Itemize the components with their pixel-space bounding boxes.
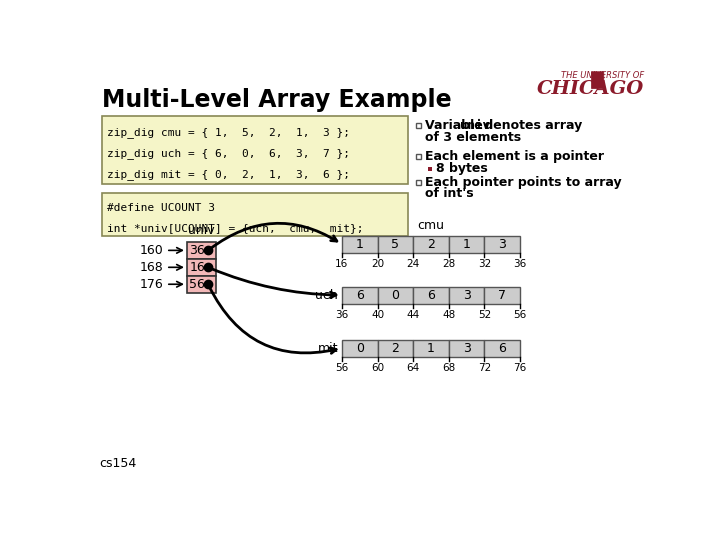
Bar <box>377 287 413 303</box>
Text: zip_dig mit = { 0,  2,  1,  3,  6 };: zip_dig mit = { 0, 2, 1, 3, 6 }; <box>107 168 350 180</box>
Text: zip_dig cmu = { 1,  5,  2,  1,  3 };: zip_dig cmu = { 1, 5, 2, 1, 3 }; <box>107 127 350 138</box>
Bar <box>342 340 377 356</box>
Text: Multi-Level Array Example: Multi-Level Array Example <box>102 88 451 112</box>
Bar <box>449 287 485 303</box>
Bar <box>428 167 432 171</box>
Text: of int's: of int's <box>425 187 474 200</box>
Bar <box>449 340 485 356</box>
Text: cmu: cmu <box>418 219 444 232</box>
Text: mit: mit <box>318 342 338 355</box>
Bar <box>377 236 413 253</box>
Text: 1: 1 <box>427 342 435 355</box>
Text: 20: 20 <box>371 259 384 269</box>
Text: 36: 36 <box>336 309 348 320</box>
Text: Variable: Variable <box>425 119 487 132</box>
FancyBboxPatch shape <box>591 72 604 89</box>
Text: 24: 24 <box>407 259 420 269</box>
FancyBboxPatch shape <box>102 117 408 184</box>
Bar <box>187 276 216 293</box>
Text: 64: 64 <box>407 363 420 373</box>
Text: 56: 56 <box>336 363 348 373</box>
Bar <box>415 123 421 129</box>
Text: 72: 72 <box>478 363 491 373</box>
Text: 7: 7 <box>498 288 506 301</box>
Bar <box>187 259 216 276</box>
Bar <box>415 154 421 159</box>
Bar <box>485 236 520 253</box>
Text: 3: 3 <box>463 288 471 301</box>
Text: 28: 28 <box>442 259 456 269</box>
Bar <box>377 340 413 356</box>
Text: 160: 160 <box>140 244 163 257</box>
Text: 40: 40 <box>371 309 384 320</box>
Text: 36: 36 <box>513 259 527 269</box>
Text: 0: 0 <box>356 342 364 355</box>
Text: 56: 56 <box>513 309 527 320</box>
Text: 6: 6 <box>498 342 506 355</box>
Text: 76: 76 <box>513 363 527 373</box>
Bar <box>342 236 377 253</box>
Text: 16: 16 <box>189 261 205 274</box>
Text: 68: 68 <box>442 363 456 373</box>
Text: 8 bytes: 8 bytes <box>436 162 488 176</box>
Text: of 3 elements: of 3 elements <box>425 131 521 144</box>
Text: 168: 168 <box>140 261 163 274</box>
Text: 2: 2 <box>392 342 400 355</box>
Text: univ: univ <box>189 224 215 237</box>
Text: 0: 0 <box>392 288 400 301</box>
Text: 2: 2 <box>427 238 435 251</box>
Text: cs154: cs154 <box>99 457 137 470</box>
Text: zip_dig uch = { 6,  0,  6,  3,  7 };: zip_dig uch = { 6, 0, 6, 3, 7 }; <box>107 148 350 159</box>
Text: univ: univ <box>459 119 490 132</box>
Text: 52: 52 <box>478 309 491 320</box>
Text: 32: 32 <box>478 259 491 269</box>
Text: THE UNIVERSITY OF: THE UNIVERSITY OF <box>561 71 644 80</box>
Text: 5: 5 <box>392 238 400 251</box>
Text: Each element is a pointer: Each element is a pointer <box>425 150 604 163</box>
Bar <box>413 287 449 303</box>
Bar <box>342 287 377 303</box>
Text: Each pointer points to array: Each pointer points to array <box>425 176 621 189</box>
Text: int *univ[UCOUNT] = {uch,  cmu,  mit};: int *univ[UCOUNT] = {uch, cmu, mit}; <box>107 224 364 233</box>
Bar <box>413 340 449 356</box>
Text: 6: 6 <box>427 288 435 301</box>
Text: 3: 3 <box>463 342 471 355</box>
FancyBboxPatch shape <box>102 193 408 236</box>
Bar <box>187 242 216 259</box>
Text: 56: 56 <box>189 278 205 291</box>
Bar <box>449 236 485 253</box>
Bar <box>415 180 421 185</box>
Text: denotes array: denotes array <box>480 119 582 132</box>
Text: 48: 48 <box>442 309 456 320</box>
Bar <box>485 287 520 303</box>
Text: uch: uch <box>315 288 338 301</box>
Text: 44: 44 <box>407 309 420 320</box>
Text: 16: 16 <box>336 259 348 269</box>
Text: 3: 3 <box>498 238 506 251</box>
Text: 60: 60 <box>371 363 384 373</box>
Text: #define UCOUNT 3: #define UCOUNT 3 <box>107 204 215 213</box>
Bar <box>413 236 449 253</box>
Text: CHICAGO: CHICAGO <box>537 80 644 98</box>
Bar <box>485 340 520 356</box>
Text: 176: 176 <box>140 278 163 291</box>
Text: 36: 36 <box>189 244 205 257</box>
Text: 1: 1 <box>463 238 471 251</box>
Text: 6: 6 <box>356 288 364 301</box>
Text: 1: 1 <box>356 238 364 251</box>
